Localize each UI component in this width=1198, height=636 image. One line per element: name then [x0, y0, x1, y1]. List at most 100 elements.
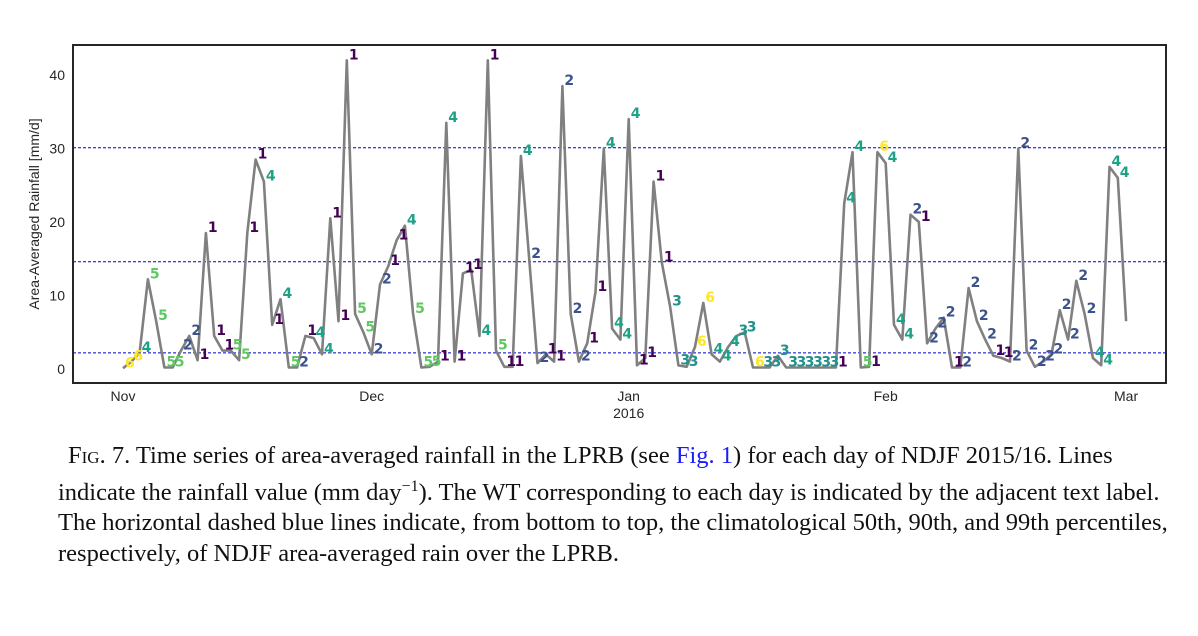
wt-label: 1 [200, 347, 210, 363]
wt-label: 4 [622, 327, 632, 343]
wt-label: 6 [697, 334, 707, 350]
weather-type-labels: 6645555221111551141452144111552211455514… [125, 47, 1130, 371]
wt-label: 2 [979, 308, 989, 324]
y-tick-label: 40 [49, 67, 65, 83]
wt-label: 2 [191, 323, 201, 339]
wt-label: 3 [821, 355, 831, 371]
wt-label: 2 [1020, 136, 1030, 152]
wt-label: 2 [1078, 268, 1088, 284]
x-tick-sublabel: 2016 [613, 405, 644, 421]
wt-label: 4 [846, 191, 856, 207]
wt-label: 3 [830, 355, 840, 371]
wt-label: 1 [954, 355, 964, 371]
wt-label: 3 [780, 343, 790, 359]
wt-label: 5 [166, 355, 176, 371]
figure-1-link[interactable]: Fig. 1 [675, 442, 734, 469]
wt-label: 1 [995, 343, 1005, 359]
wt-label: 1 [249, 220, 259, 236]
wt-label: 4 [1095, 345, 1105, 361]
wt-label: 1 [465, 260, 475, 276]
wt-label: 4 [896, 312, 906, 328]
wt-label: 3 [772, 355, 782, 371]
y-tick-label: 10 [49, 288, 65, 304]
wt-label: 1 [332, 205, 342, 221]
rainfall-line [122, 58, 1128, 370]
wt-label: 5 [365, 319, 375, 335]
wt-label: 4 [142, 340, 152, 356]
wt-label: 3 [813, 355, 823, 371]
rainfall-series [122, 58, 1128, 370]
wt-label: 2 [1029, 338, 1039, 354]
wt-label: 1 [921, 209, 931, 225]
wt-label: 1 [440, 349, 450, 365]
x-tick-label: Jan [617, 388, 640, 404]
wt-label: 3 [680, 352, 690, 368]
caption-text-2: ) for each day of NDJF 2015/16. Lines in… [58, 442, 1113, 506]
wt-label: 3 [788, 355, 798, 371]
wt-label: 1 [258, 147, 268, 163]
wt-label: 5 [158, 308, 168, 324]
wt-label: 3 [763, 355, 773, 371]
wt-label: 2 [1053, 341, 1063, 357]
wt-label: 1 [490, 47, 500, 63]
wt-label: 1 [1004, 345, 1014, 361]
wt-label: 6 [705, 290, 715, 306]
wt-label: 4 [283, 286, 293, 302]
wt-label: 3 [747, 319, 757, 335]
wt-label: 6 [755, 355, 765, 371]
wt-label: 2 [540, 350, 550, 366]
wt-label: 4 [523, 143, 533, 159]
wt-label: 1 [664, 249, 674, 265]
wt-label: 2 [929, 330, 939, 346]
wt-label: 1 [341, 308, 351, 324]
wt-label: 6 [133, 349, 143, 365]
wt-label: 1 [838, 355, 848, 371]
wt-label: 6 [125, 355, 135, 371]
wt-label: 2 [1087, 301, 1097, 317]
wt-label: 3 [805, 355, 815, 371]
wt-label: 2 [1062, 297, 1072, 313]
wt-label: 4 [1112, 154, 1122, 170]
wt-label: 1 [639, 352, 649, 368]
wt-label: 1 [647, 345, 657, 361]
wt-label: 1 [548, 341, 558, 357]
wt-label: 5 [175, 355, 185, 371]
wt-label: 5 [241, 347, 251, 363]
y-axis-ticks: 0 10 20 30 40 [49, 67, 65, 377]
wt-label: 1 [274, 312, 284, 328]
figure-label: Fig. 7. [68, 442, 131, 469]
wt-label: 2 [183, 338, 193, 354]
wt-label: 2 [913, 202, 923, 218]
wt-label: 1 [349, 47, 359, 63]
wt-label: 5 [291, 355, 301, 371]
plot-frame [72, 44, 1167, 384]
wt-label: 1 [224, 338, 234, 354]
wt-label: 1 [457, 349, 467, 365]
caption-superscript: −1 [401, 477, 419, 495]
y-tick-label: 20 [49, 214, 65, 230]
wt-label: 5 [357, 301, 367, 317]
x-tick-label: Nov [111, 388, 136, 404]
wt-label: 2 [382, 271, 392, 287]
wt-label: 4 [904, 327, 914, 343]
wt-label: 1 [515, 354, 525, 370]
wt-label: 1 [656, 169, 666, 185]
wt-label: 3 [738, 323, 748, 339]
wt-label: 4 [324, 341, 334, 357]
wt-label: 2 [564, 73, 574, 89]
wt-label: 2 [987, 327, 997, 343]
wt-label: 4 [407, 213, 417, 229]
wt-label: 4 [606, 136, 616, 152]
wt-label: 2 [374, 341, 384, 357]
caption-text-1: Time series of area-averaged rainfall in… [130, 442, 676, 469]
figure-caption: Fig. 7. Time series of area-averaged rai… [58, 441, 1168, 569]
wt-label: 2 [573, 301, 583, 317]
wt-label: 4 [481, 323, 491, 339]
percentile-lines [73, 147, 1166, 354]
wt-label: 1 [598, 279, 608, 295]
wt-label: 4 [631, 106, 641, 122]
wt-label: 4 [714, 341, 724, 357]
wt-label: 3 [796, 355, 806, 371]
